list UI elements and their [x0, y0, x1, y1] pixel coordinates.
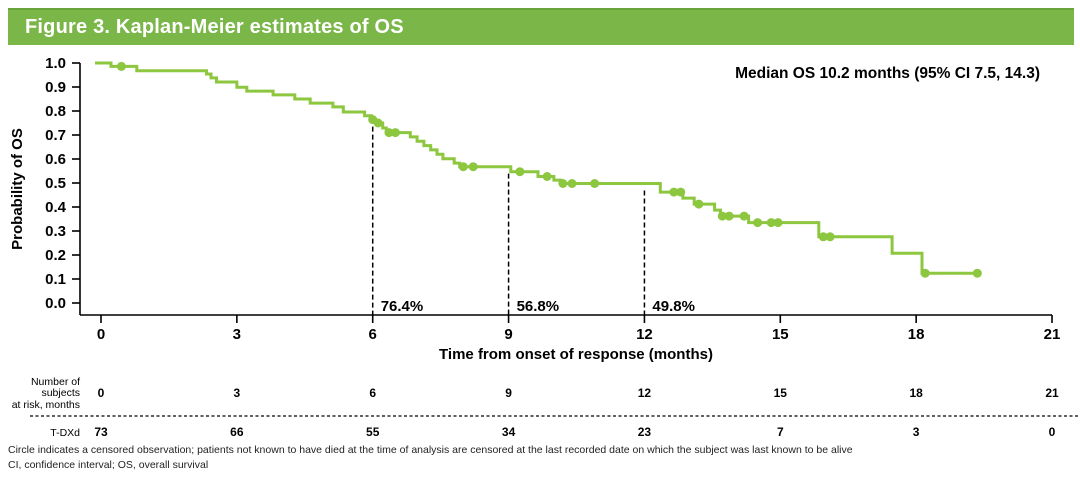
risk-value: 0: [1049, 425, 1056, 439]
risk-month-header: 6: [369, 386, 376, 400]
landmark-percent-label: 56.8%: [517, 298, 560, 315]
censor-mark: [739, 211, 749, 221]
censor-mark: [373, 118, 383, 128]
risk-month-header: 0: [98, 386, 105, 400]
y-tick-label: 0.9: [45, 79, 66, 96]
figure-title: Figure 3. Kaplan-Meier estimates of OS: [25, 16, 404, 38]
risk-value: 23: [638, 425, 652, 439]
censor-mark: [724, 211, 734, 221]
x-axis-title: Time from onset of response (months): [439, 346, 713, 363]
risk-value: 34: [502, 425, 516, 439]
x-tick-label: 6: [369, 326, 377, 343]
censor-mark: [773, 218, 783, 228]
footnote-abbreviations: CI, confidence interval; OS, overall sur…: [8, 459, 208, 471]
censor-mark: [590, 179, 600, 188]
footnote-censoring: Circle indicates a censored observation;…: [8, 444, 853, 456]
censor-mark: [515, 167, 525, 177]
y-tick-label: 1.0: [45, 55, 66, 72]
censor-mark: [458, 162, 468, 172]
risk-value: 7: [777, 425, 784, 439]
y-tick-label: 0.2: [45, 247, 66, 264]
x-tick-label: 3: [233, 326, 241, 343]
y-tick-label: 0.4: [45, 199, 67, 216]
risk-table-header-line2: subjects: [41, 387, 80, 399]
risk-value: 55: [366, 425, 380, 439]
risk-table-header-line3: at risk, months: [12, 399, 80, 411]
landmark-percent-label: 49.8%: [652, 298, 695, 315]
risk-month-header: 9: [505, 386, 512, 400]
risk-table-header-line1: Number of: [31, 376, 80, 388]
censor-mark: [766, 218, 776, 228]
y-axis-title: Probability of OS: [9, 128, 26, 250]
censor-mark: [558, 179, 568, 188]
censor-mark: [567, 179, 577, 188]
risk-value: 73: [94, 425, 108, 439]
censor-mark: [542, 172, 552, 181]
risk-value: 66: [230, 425, 244, 439]
censor-mark: [972, 268, 982, 278]
km-curve: [95, 61, 980, 275]
censor-mark: [818, 232, 828, 242]
x-tick-label: 12: [636, 326, 653, 343]
risk-month-header: 15: [774, 386, 788, 400]
risk-month-header: 18: [909, 386, 923, 400]
censor-mark: [920, 268, 930, 278]
risk-month-header: 21: [1045, 386, 1059, 400]
x-tick-label: 15: [772, 326, 789, 343]
censor-mark: [753, 218, 763, 228]
x-tick-label: 0: [97, 326, 105, 343]
censor-mark: [384, 128, 394, 138]
y-tick-label: 0.1: [45, 271, 66, 288]
chart-dynamic-layer: 0.0 0.1 0.2 0.3 0.4 0.5 0.6 0.7 0.8 0.9 1.0 0 3 6 9 12 1…: [45, 55, 1060, 439]
y-tick-label: 0.3: [45, 223, 66, 240]
censor-mark: [825, 232, 835, 242]
risk-row-label: T-DXd: [50, 427, 80, 439]
risk-month-header: 12: [638, 386, 652, 400]
y-tick-label: 0.5: [45, 175, 66, 192]
y-tick-label: 0.0: [45, 295, 66, 312]
median-os-annotation: Median OS 10.2 months (95% CI 7.5, 14.3): [735, 65, 1040, 82]
censor-mark: [468, 162, 478, 172]
censor-mark: [390, 128, 400, 138]
censor-mark: [694, 199, 704, 209]
x-tick-label: 21: [1044, 326, 1061, 343]
censor-mark: [116, 61, 126, 71]
x-tick-label: 9: [504, 326, 512, 343]
risk-value: 3: [913, 425, 920, 439]
y-tick-label: 0.8: [45, 103, 66, 120]
x-tick-label: 18: [908, 326, 925, 343]
landmark-percent-label: 76.4%: [381, 298, 424, 315]
figure-title-bar: Figure 3. Kaplan-Meier estimates of OS: [8, 8, 1074, 45]
risk-month-header: 3: [234, 386, 241, 400]
y-tick-label: 0.7: [45, 127, 66, 144]
censor-mark: [717, 211, 727, 221]
censor-mark: [669, 187, 679, 197]
y-tick-label: 0.6: [45, 151, 66, 168]
censor-mark: [676, 187, 686, 197]
